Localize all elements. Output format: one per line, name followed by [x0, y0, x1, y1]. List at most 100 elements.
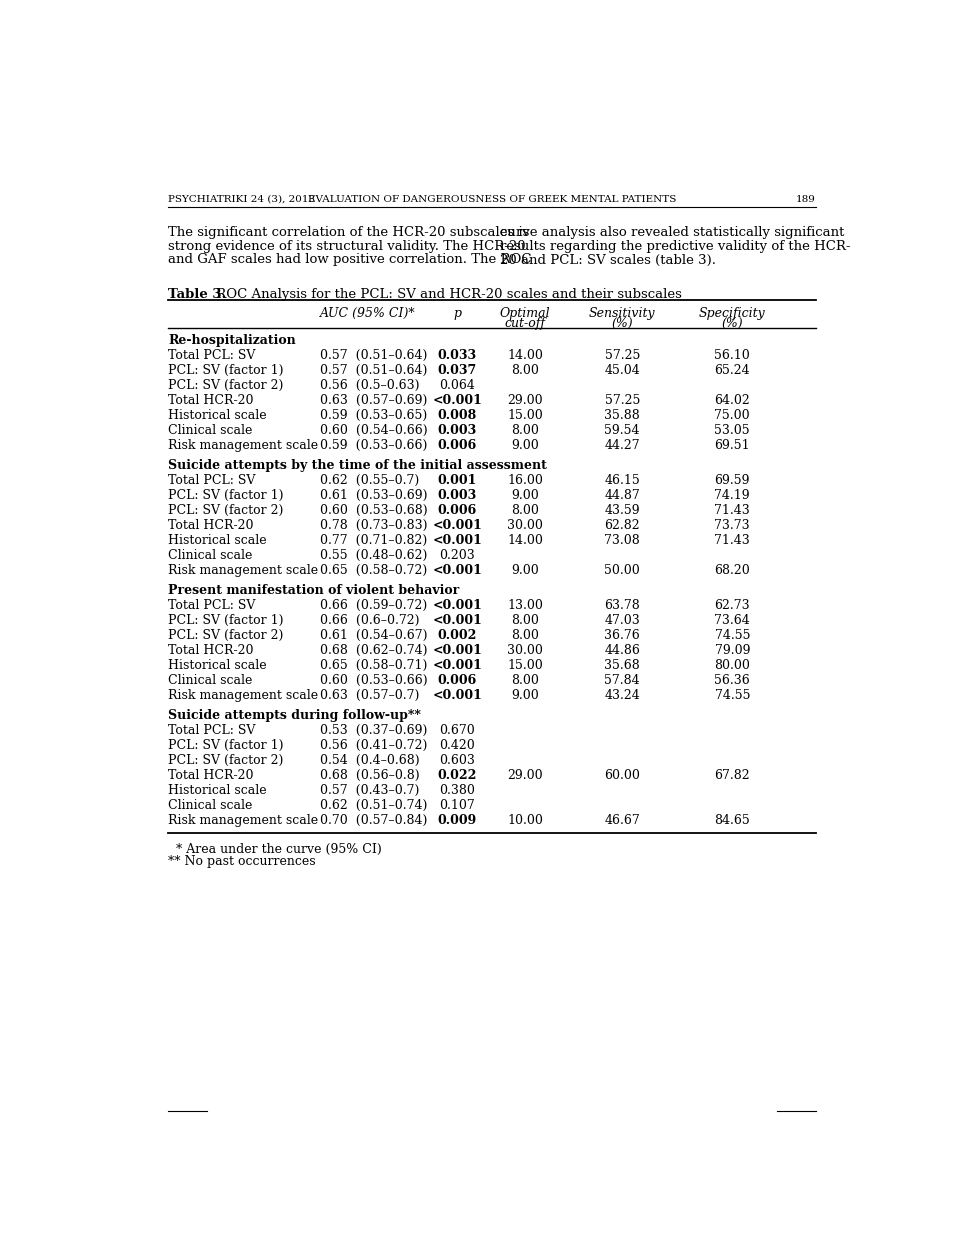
Text: Suicide attempts during follow-up**: Suicide attempts during follow-up** [168, 709, 420, 721]
Text: 0.064: 0.064 [439, 379, 475, 393]
Text: 9.00: 9.00 [512, 564, 540, 577]
Text: Historical scale: Historical scale [168, 783, 267, 797]
Text: 9.00: 9.00 [512, 488, 540, 502]
Text: 29.00: 29.00 [508, 394, 543, 408]
Text: EVALUATION OF DANGEROUSNESS OF GREEK MENTAL PATIENTS: EVALUATION OF DANGEROUSNESS OF GREEK MEN… [308, 195, 676, 204]
Text: Historical scale: Historical scale [168, 409, 267, 423]
Text: 0.037: 0.037 [438, 364, 477, 378]
Text: 0.57  (0.51–0.64): 0.57 (0.51–0.64) [320, 364, 427, 378]
Text: 50.00: 50.00 [605, 564, 640, 577]
Text: 0.61  (0.53–0.69): 0.61 (0.53–0.69) [320, 488, 427, 502]
Text: 71.43: 71.43 [714, 504, 750, 517]
Text: 65.24: 65.24 [714, 364, 750, 378]
Text: 0.56  (0.41–0.72): 0.56 (0.41–0.72) [320, 739, 427, 752]
Text: Optimal: Optimal [500, 307, 551, 320]
Text: * Area under the curve (95% CI): * Area under the curve (95% CI) [168, 844, 382, 856]
Text: 8.00: 8.00 [512, 504, 540, 517]
Text: 0.68  (0.62–0.74): 0.68 (0.62–0.74) [320, 643, 427, 657]
Text: 0.70  (0.57–0.84): 0.70 (0.57–0.84) [320, 813, 427, 827]
Text: 0.61  (0.54–0.67): 0.61 (0.54–0.67) [320, 628, 427, 642]
Text: 0.003: 0.003 [438, 424, 477, 437]
Text: 0.006: 0.006 [438, 504, 477, 517]
Text: <0.001: <0.001 [432, 564, 482, 577]
Text: Risk management scale: Risk management scale [168, 564, 318, 577]
Text: <0.001: <0.001 [432, 394, 482, 408]
Text: Present manifestation of violent behavior: Present manifestation of violent behavio… [168, 584, 459, 597]
Text: Clinical scale: Clinical scale [168, 798, 252, 812]
Text: 43.24: 43.24 [605, 689, 640, 703]
Text: 0.006: 0.006 [438, 674, 477, 687]
Text: PCL: SV (factor 1): PCL: SV (factor 1) [168, 739, 283, 752]
Text: Risk management scale: Risk management scale [168, 689, 318, 703]
Text: PCL: SV (factor 1): PCL: SV (factor 1) [168, 488, 283, 502]
Text: 62.73: 62.73 [714, 599, 750, 612]
Text: strong evidence of its structural validity. The HCR-20: strong evidence of its structural validi… [168, 239, 526, 253]
Text: 0.77  (0.71–0.82): 0.77 (0.71–0.82) [320, 534, 427, 548]
Text: The significant correlation of the HCR-20 subscales is: The significant correlation of the HCR-2… [168, 225, 529, 239]
Text: 46.15: 46.15 [605, 475, 640, 487]
Text: Clinical scale: Clinical scale [168, 549, 252, 563]
Text: 44.86: 44.86 [604, 643, 640, 657]
Text: 44.87: 44.87 [605, 488, 640, 502]
Text: 56.10: 56.10 [714, 349, 750, 363]
Text: <0.001: <0.001 [432, 599, 482, 612]
Text: 0.60  (0.53–0.66): 0.60 (0.53–0.66) [320, 674, 427, 687]
Text: 0.53  (0.37–0.69): 0.53 (0.37–0.69) [320, 724, 427, 737]
Text: 20 and PCL: SV scales (table 3).: 20 and PCL: SV scales (table 3). [500, 253, 716, 267]
Text: 0.63  (0.57–0.7): 0.63 (0.57–0.7) [320, 689, 420, 703]
Text: Total HCR-20: Total HCR-20 [168, 394, 253, 408]
Text: Total PCL: SV: Total PCL: SV [168, 475, 255, 487]
Text: 8.00: 8.00 [512, 628, 540, 642]
Text: PCL: SV (factor 1): PCL: SV (factor 1) [168, 614, 283, 627]
Text: 0.107: 0.107 [440, 798, 475, 812]
Text: 71.43: 71.43 [714, 534, 750, 548]
Text: 0.60  (0.53–0.68): 0.60 (0.53–0.68) [320, 504, 427, 517]
Text: ROC Analysis for the PCL: SV and HCR-20 scales and their subscales: ROC Analysis for the PCL: SV and HCR-20 … [212, 288, 683, 301]
Text: 189: 189 [796, 195, 816, 204]
Text: 0.420: 0.420 [440, 739, 475, 752]
Text: 68.20: 68.20 [714, 564, 750, 577]
Text: 9.00: 9.00 [512, 689, 540, 703]
Text: Clinical scale: Clinical scale [168, 424, 252, 437]
Text: 0.002: 0.002 [438, 628, 477, 642]
Text: and GAF scales had low positive correlation. The ROC: and GAF scales had low positive correlat… [168, 253, 532, 267]
Text: 14.00: 14.00 [508, 349, 543, 363]
Text: Table 3.: Table 3. [168, 288, 227, 301]
Text: 73.08: 73.08 [605, 534, 640, 548]
Text: 0.78  (0.73–0.83): 0.78 (0.73–0.83) [320, 519, 427, 533]
Text: 0.68  (0.56–0.8): 0.68 (0.56–0.8) [320, 769, 420, 782]
Text: 73.64: 73.64 [714, 614, 750, 627]
Text: <0.001: <0.001 [432, 614, 482, 627]
Text: Total HCR-20: Total HCR-20 [168, 769, 253, 782]
Text: Suicide attempts by the time of the initial assessment: Suicide attempts by the time of the init… [168, 460, 547, 472]
Text: 44.27: 44.27 [605, 439, 640, 452]
Text: p: p [453, 307, 461, 320]
Text: 0.033: 0.033 [438, 349, 477, 363]
Text: 0.56  (0.5–0.63): 0.56 (0.5–0.63) [320, 379, 420, 393]
Text: 74.55: 74.55 [714, 628, 750, 642]
Text: 0.55  (0.48–0.62): 0.55 (0.48–0.62) [320, 549, 427, 563]
Text: Total PCL: SV: Total PCL: SV [168, 349, 255, 363]
Text: <0.001: <0.001 [432, 689, 482, 703]
Text: 0.008: 0.008 [438, 409, 477, 423]
Text: results regarding the predictive validity of the HCR-: results regarding the predictive validit… [500, 239, 851, 253]
Text: 74.19: 74.19 [714, 488, 750, 502]
Text: 13.00: 13.00 [508, 599, 543, 612]
Text: 64.02: 64.02 [714, 394, 750, 408]
Text: 29.00: 29.00 [508, 769, 543, 782]
Text: 0.203: 0.203 [440, 549, 475, 563]
Text: 14.00: 14.00 [508, 534, 543, 548]
Text: 0.59  (0.53–0.66): 0.59 (0.53–0.66) [320, 439, 427, 452]
Text: <0.001: <0.001 [432, 658, 482, 672]
Text: 69.59: 69.59 [714, 475, 750, 487]
Text: Total PCL: SV: Total PCL: SV [168, 599, 255, 612]
Text: 0.022: 0.022 [438, 769, 477, 782]
Text: 0.009: 0.009 [438, 813, 477, 827]
Text: (%): (%) [612, 316, 633, 330]
Text: <0.001: <0.001 [432, 534, 482, 548]
Text: 0.65  (0.58–0.71): 0.65 (0.58–0.71) [320, 658, 427, 672]
Text: 0.54  (0.4–0.68): 0.54 (0.4–0.68) [320, 754, 420, 767]
Text: 73.73: 73.73 [714, 519, 750, 533]
Text: 46.67: 46.67 [605, 813, 640, 827]
Text: 0.65  (0.58–0.72): 0.65 (0.58–0.72) [320, 564, 427, 577]
